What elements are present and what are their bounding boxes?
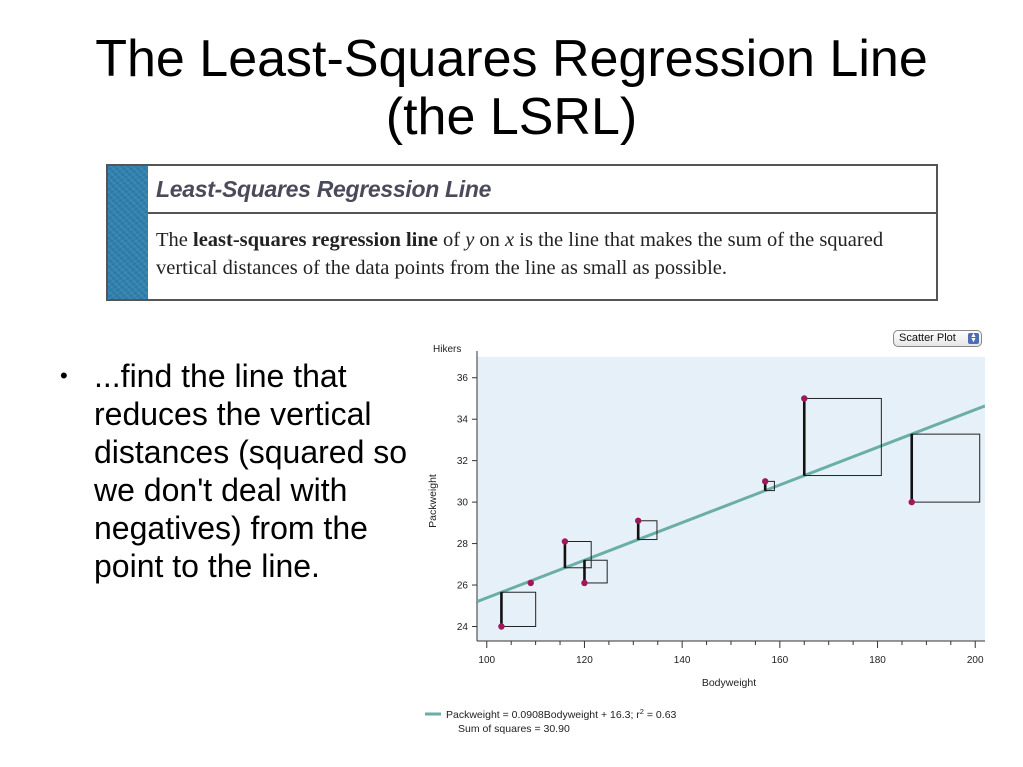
definition-text: The least-squares regression line of y o… [156,226,930,282]
data-point [761,478,769,485]
scatter-plot-select-label: Scatter Plot [899,332,956,344]
x-tick-label: 100 [478,655,495,666]
up-down-arrows-icon: ▲ ▼ [968,332,979,344]
definition-text-start: The [156,229,193,251]
y-tick-label: 26 [457,581,469,592]
y-tick-label: 32 [457,456,469,467]
slide-title: The Least-Squares Regression Line (the L… [0,30,1023,146]
data-point [801,395,808,402]
y-tick-label: 24 [457,622,469,633]
x-tick-label: 140 [674,655,691,666]
data-point [561,538,569,545]
definition-text-of: of [437,229,466,251]
y-tick-label: 30 [457,498,469,509]
data-point [908,498,915,506]
definition-header: Least-Squares Regression Line [148,166,936,214]
definition-stripe [108,166,148,299]
scatter-plot-select[interactable]: Scatter Plot ▲ ▼ [893,330,982,347]
slide-title-line-2: (the LSRL) [385,88,638,146]
x-tick-label: 160 [772,655,789,666]
definition-box: Least-Squares Regression Line The least-… [106,164,938,301]
y-tick-label: 34 [457,415,469,426]
definition-term: least-squares regression line [193,229,438,251]
definition-heading: Least-Squares Regression Line [156,176,492,202]
definition-text-end: is the line that makes the sum of the sq… [156,229,884,279]
data-point [634,517,642,524]
data-point [527,579,534,587]
definition-var-y: y [465,229,475,251]
data-point [498,623,505,630]
legend-equation: Packweight = 0.0908Bodyweight + 16.3; r2… [446,707,677,721]
y-axis-label: Packweight [427,474,439,528]
chart-title: Hikers [433,344,461,355]
slide-title-line-1: The Least-Squares Regression Line [95,30,928,88]
x-axis-label: Bodyweight [702,677,756,689]
bullet-text: ...find the line that reduces the vertic… [94,358,408,584]
y-tick-label: 36 [457,373,469,384]
plot-area [477,357,985,641]
data-point [581,579,588,587]
bullet-icon: • [60,363,68,388]
definition-var-x: x [505,229,515,251]
legend-sum-of-squares: Sum of squares = 30.90 [458,723,570,735]
definition-text-on: on [474,229,506,251]
y-tick-label: 28 [457,539,469,550]
regression-line [477,404,985,604]
x-tick-label: 180 [869,655,886,666]
x-tick-label: 120 [576,655,593,666]
regression-group [477,404,985,604]
x-tick-label: 200 [967,655,984,666]
